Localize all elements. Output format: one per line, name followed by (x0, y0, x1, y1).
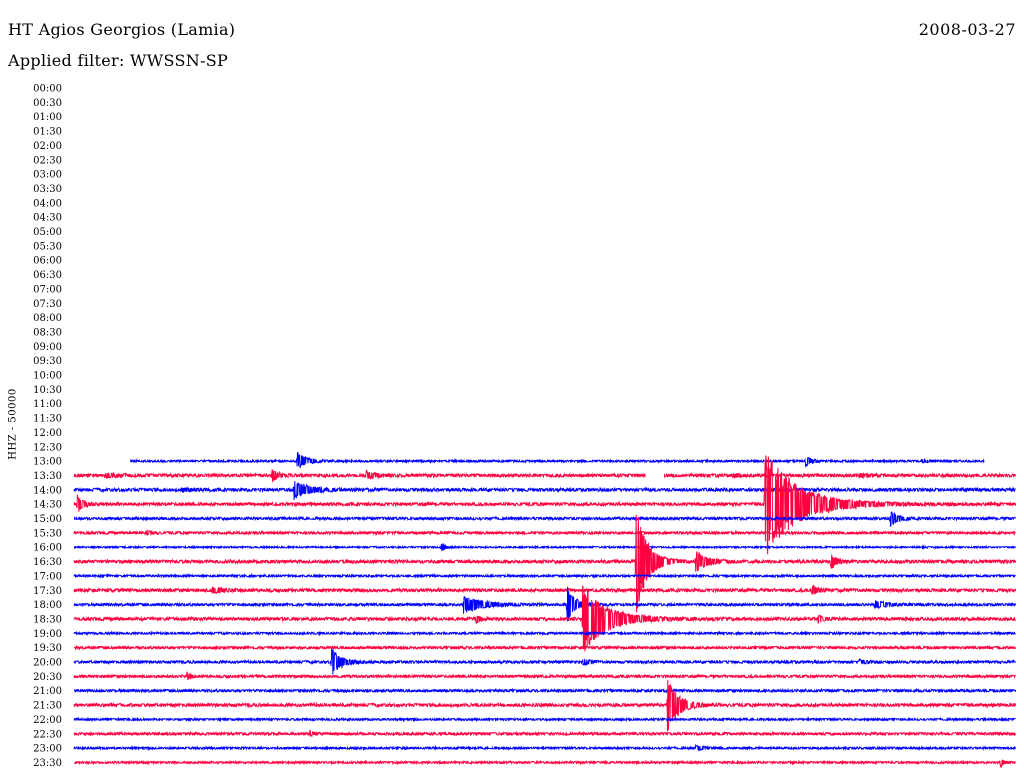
filter-label: Applied filter: WWSSN-SP (8, 51, 229, 70)
trace-1830 (73, 585, 1017, 652)
time-tick-label: 06:00 (33, 256, 62, 267)
time-tick-label: 09:30 (33, 356, 62, 367)
time-tick-label: 22:30 (33, 729, 62, 740)
time-tick-label: 19:30 (33, 643, 62, 654)
time-tick-label: 13:30 (33, 471, 62, 482)
time-tick-label: 08:00 (33, 313, 62, 324)
time-tick-label: 14:30 (33, 500, 62, 511)
time-tick-label: 11:00 (33, 399, 62, 410)
time-tick-label: 14:00 (33, 485, 62, 496)
time-tick-label: 16:00 (33, 543, 62, 554)
trace-1430 (73, 455, 1017, 555)
time-tick-label: 07:30 (33, 299, 62, 310)
time-tick-label: 17:30 (33, 586, 62, 597)
time-tick-label: 12:30 (33, 442, 62, 453)
trace-1700 (73, 572, 1016, 579)
time-tick-label: 22:00 (33, 715, 62, 726)
trace-1600 (73, 542, 1016, 552)
trace-2000 (73, 648, 1016, 675)
time-tick-label: 00:30 (33, 98, 62, 109)
time-tick-label: 08:30 (33, 327, 62, 338)
trace-2030 (73, 671, 1016, 681)
time-tick-label: 00:00 (33, 84, 62, 95)
time-tick-label: 18:30 (33, 614, 62, 625)
time-tick-label: 15:00 (33, 514, 62, 525)
time-tick-label: 12:00 (33, 428, 62, 439)
trace-1530 (73, 529, 1016, 536)
time-tick-label: 13:00 (33, 457, 62, 468)
time-tick-label: 05:00 (33, 227, 62, 238)
time-tick-label: 01:30 (33, 127, 62, 138)
time-tick-label: 04:00 (33, 198, 62, 209)
time-tick-label: 15:30 (33, 528, 62, 539)
station-title: HT Agios Georgios (Lamia) (8, 20, 236, 39)
time-tick-label: 21:00 (33, 686, 62, 697)
trace-2230 (73, 729, 1016, 737)
time-tick-label: 23:30 (33, 758, 62, 769)
trace-2200 (73, 716, 1016, 723)
trace-1500 (73, 511, 1016, 527)
time-tick-label: 10:30 (33, 385, 62, 396)
time-tick-label: 18:00 (33, 600, 62, 611)
trace-2330 (73, 759, 1016, 769)
trace-2100 (73, 687, 1017, 694)
time-tick-label: 20:30 (33, 672, 62, 683)
time-tick-label: 20:00 (33, 658, 62, 669)
time-tick-label: 09:00 (33, 342, 62, 353)
time-tick-label: 17:00 (33, 571, 62, 582)
time-tick-label: 07:00 (33, 284, 62, 295)
trace-1730 (73, 584, 1017, 595)
time-tick-label: 04:30 (33, 213, 62, 224)
trace-1630 (73, 514, 1017, 613)
time-tick-label: 06:30 (33, 270, 62, 281)
trace-1330 (73, 469, 1017, 483)
trace-2300 (73, 743, 1017, 752)
time-tick-label: 11:30 (33, 414, 62, 425)
time-tick-label: 02:00 (33, 141, 62, 152)
trace-2130 (73, 679, 1017, 732)
trace-1930 (74, 644, 1017, 651)
trace-1300 (130, 451, 985, 469)
trace-1800 (73, 586, 1017, 622)
time-tick-label: 03:00 (33, 170, 62, 181)
time-tick-label: 16:30 (33, 557, 62, 568)
time-tick-label: 03:30 (33, 184, 62, 195)
time-tick-label: 19:00 (33, 629, 62, 640)
date-label: 2008-03-27 (918, 20, 1016, 39)
time-tick-label: 02:30 (33, 155, 62, 166)
time-tick-label: 21:30 (33, 701, 62, 712)
time-tick-label: 10:00 (33, 371, 62, 382)
time-tick-label: 23:00 (33, 744, 62, 755)
trace-1900 (73, 630, 1016, 637)
time-tick-label: 01:00 (33, 112, 62, 123)
time-tick-label: 05:30 (33, 241, 62, 252)
trace-1400 (73, 481, 1016, 500)
